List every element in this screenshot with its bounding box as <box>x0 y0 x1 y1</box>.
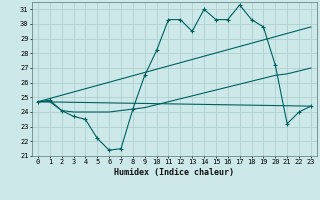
X-axis label: Humidex (Indice chaleur): Humidex (Indice chaleur) <box>115 168 234 177</box>
